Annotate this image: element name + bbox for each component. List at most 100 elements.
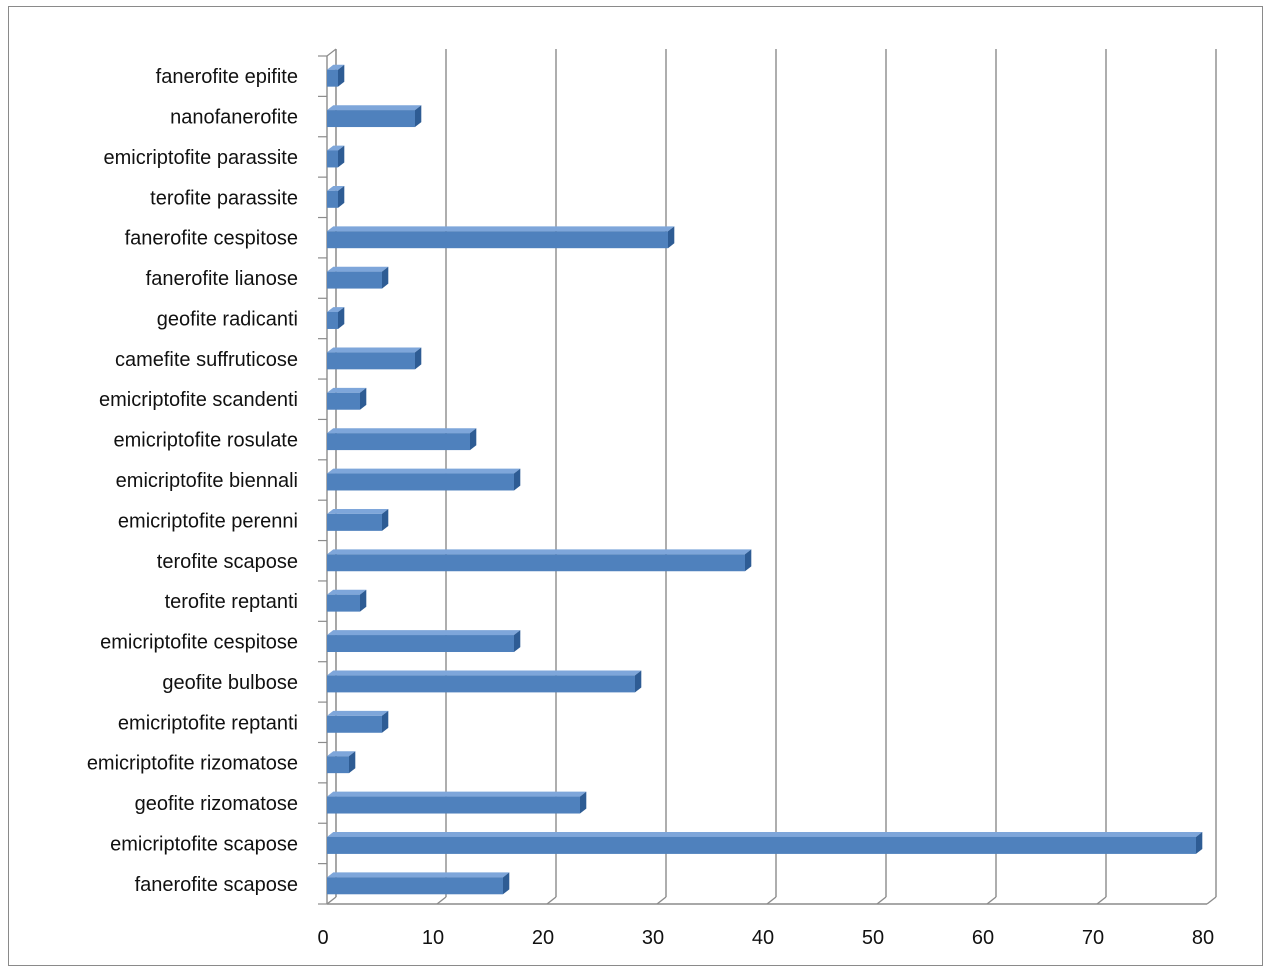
bar-front: [327, 69, 338, 87]
bar-top: [327, 751, 356, 757]
bar-top: [327, 549, 752, 555]
floor-tick-70: [1096, 896, 1107, 905]
bar-end: [349, 751, 356, 774]
category-label: geofite bulbose: [162, 672, 298, 694]
bar: [327, 105, 422, 128]
bar-front: [327, 877, 503, 895]
bar-end: [382, 266, 389, 289]
category-label: emicriptofite reptanti: [118, 712, 298, 734]
x-tick-label: 60: [972, 927, 994, 949]
floor-tick-0: [326, 896, 337, 905]
bar-top: [327, 307, 345, 312]
bar: [327, 589, 367, 612]
category-label: emicriptofite scapose: [110, 833, 298, 855]
floor-tick-40: [766, 896, 777, 905]
bar-top: [327, 64, 345, 70]
category-label: emicriptofite perenni: [118, 510, 298, 532]
bar-top: [327, 428, 477, 434]
chart-frame: [8, 6, 1263, 966]
bar-end: [514, 468, 521, 491]
bar-front: [327, 352, 415, 370]
bar-front: [327, 675, 635, 693]
bar-top: [327, 266, 389, 272]
floor-tick-20: [546, 896, 557, 905]
bar-end: [360, 387, 367, 410]
bar-front: [327, 433, 470, 451]
bar-end: [382, 509, 389, 531]
category-label: fanerofite scapose: [135, 874, 298, 896]
category-label: terofite scapose: [157, 551, 298, 573]
bar-layer: [327, 64, 1203, 895]
bar-end: [360, 589, 367, 612]
category-label: fanerofite lianose: [146, 268, 298, 290]
bar: [327, 710, 389, 733]
bar-end: [503, 872, 510, 895]
bar-end: [338, 185, 345, 208]
bar-front: [327, 231, 668, 249]
bar-end: [382, 710, 389, 733]
bar-front: [327, 635, 514, 653]
bar-front: [327, 271, 382, 289]
category-label: terofite reptanti: [165, 591, 298, 613]
bar-top: [327, 185, 345, 191]
bar-end: [580, 791, 587, 814]
category-label: fanerofite epifite: [156, 66, 298, 88]
category-label: fanerofite cespitose: [125, 228, 298, 250]
bar-top: [327, 589, 367, 595]
bar-top: [327, 509, 389, 514]
x-tick-label: 30: [642, 927, 664, 949]
bar-end: [745, 549, 752, 572]
category-label: emicriptofite rosulate: [113, 430, 298, 452]
bar-end: [1196, 832, 1203, 854]
bar: [327, 226, 675, 249]
bar-end: [514, 630, 521, 653]
x-tick-label: 80: [1192, 927, 1214, 949]
bar-top: [327, 468, 521, 474]
bar: [327, 145, 345, 168]
category-label: emicriptofite biennali: [116, 470, 298, 492]
bar-end: [338, 307, 345, 329]
bar-front: [327, 473, 514, 491]
bar: [327, 509, 389, 531]
bar-top: [327, 791, 587, 797]
bar-end: [470, 428, 477, 451]
bar: [327, 307, 345, 329]
bar-top: [327, 387, 367, 393]
bar-top: [327, 710, 389, 716]
bar-top: [327, 872, 510, 878]
bar-front: [327, 392, 360, 410]
bar-top: [327, 630, 521, 636]
bar-front: [327, 190, 338, 208]
bar: [327, 266, 389, 289]
category-label: geofite radicanti: [157, 308, 298, 330]
bar-end: [668, 226, 675, 249]
bar-top: [327, 145, 345, 151]
bar-end: [338, 145, 345, 168]
bar-top: [327, 347, 422, 353]
bar: [327, 872, 510, 895]
bar-front: [327, 594, 360, 612]
bar-front: [327, 756, 349, 774]
floor-tick-60: [986, 896, 997, 905]
bar: [327, 64, 345, 87]
x-tick-label: 20: [532, 927, 554, 949]
bar-top: [327, 226, 675, 232]
bar-end: [415, 105, 422, 128]
bar-end: [635, 670, 642, 693]
floor-tick-10: [436, 896, 447, 905]
x-tick-label: 40: [752, 927, 774, 949]
bar: [327, 549, 752, 572]
bar-front: [327, 513, 382, 531]
category-label: geofite rizomatose: [135, 793, 298, 815]
x-tick-label: 50: [862, 927, 884, 949]
bar: [327, 185, 345, 208]
x-tick-label: 10: [422, 927, 444, 949]
floor-tick-80: [1206, 896, 1217, 905]
x-tick-label: 0: [317, 927, 328, 949]
category-label: emicriptofite scandenti: [99, 389, 298, 411]
bar: [327, 751, 356, 774]
bar-end: [338, 64, 345, 87]
bar-front: [327, 836, 1196, 854]
bar-front: [327, 311, 338, 329]
bar: [327, 468, 521, 491]
